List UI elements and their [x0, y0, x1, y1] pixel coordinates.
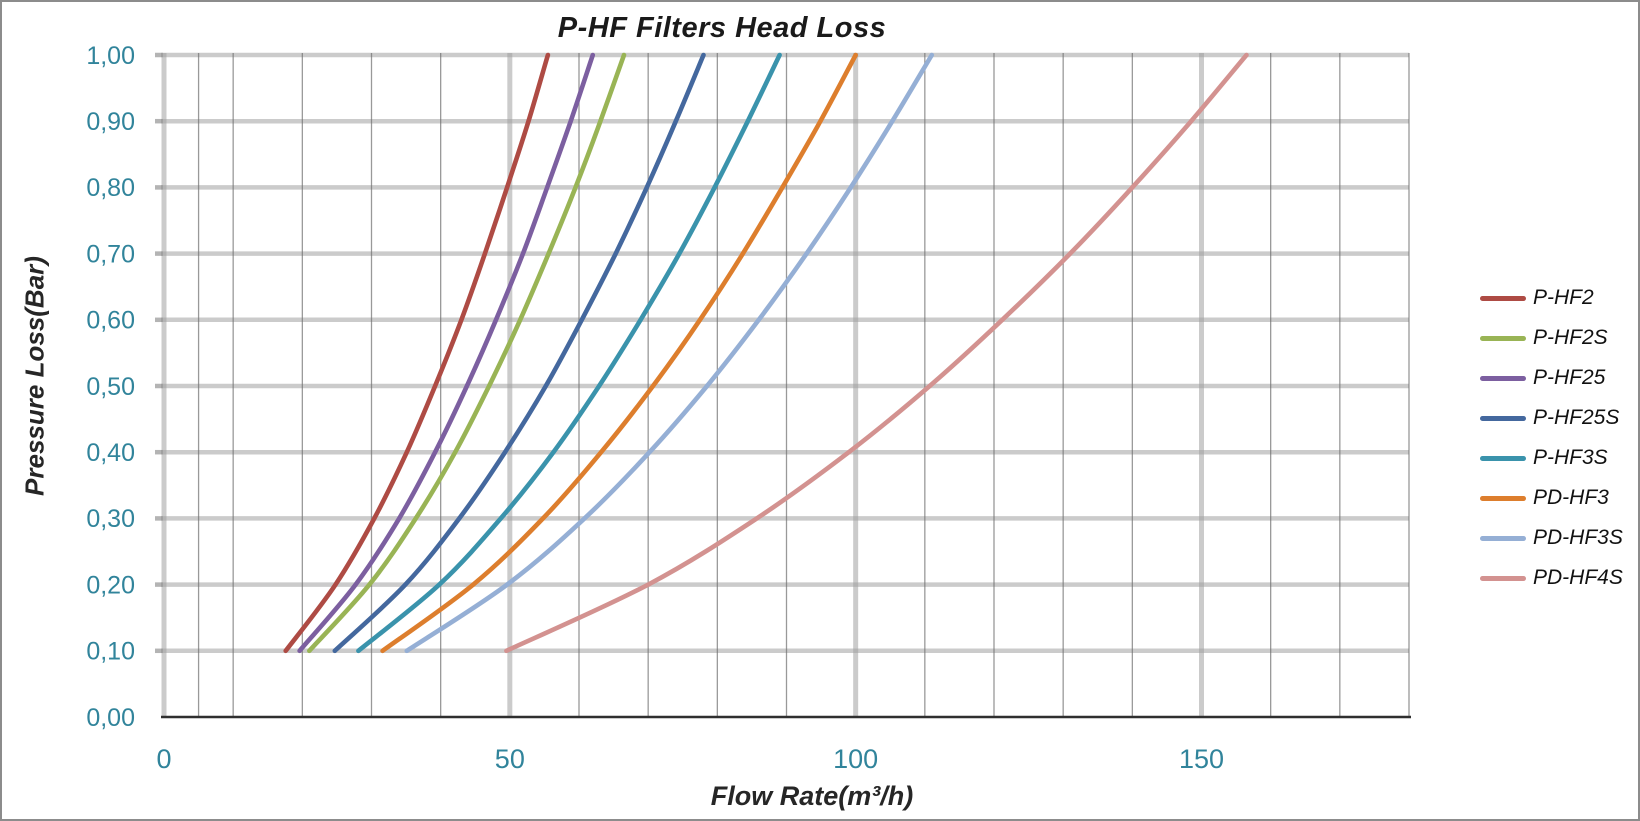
- legend-swatch-P-HF3S: [1480, 455, 1526, 461]
- y-tick-label: 0,50: [86, 373, 135, 401]
- x-tick-label: 150: [1179, 744, 1224, 774]
- y-tick-label: 0,40: [86, 439, 135, 467]
- y-axis-title: Pressure Loss(Bar): [19, 256, 50, 496]
- legend-label-P-HF25S: P-HF25S: [1533, 406, 1620, 429]
- series-line-P-HF2: [283, 52, 551, 654]
- legend-label-PD-HF4S: PD-HF4S: [1533, 566, 1623, 589]
- legend-item-P-HF25: P-HF25: [1480, 358, 1623, 398]
- legend-swatch-PD-HF3: [1480, 495, 1526, 501]
- legend-swatch-P-HF25S: [1480, 415, 1526, 421]
- legend-label-P-HF2: P-HF2: [1533, 286, 1594, 309]
- legend-label-PD-HF3: PD-HF3: [1533, 486, 1609, 509]
- y-tick-label: 1,00: [86, 42, 135, 70]
- series-line-P-HF3S: [356, 52, 782, 654]
- legend-swatch-PD-HF3S: [1480, 535, 1526, 541]
- legend-item-P-HF2S: P-HF2S: [1480, 318, 1623, 358]
- legend-label-PD-HF3S: PD-HF3S: [1533, 526, 1623, 549]
- y-tick-label: 0,60: [86, 307, 135, 335]
- legend-label-P-HF25: P-HF25: [1533, 366, 1606, 389]
- y-tick-label: 0,80: [86, 174, 135, 202]
- legend-item-PD-HF3: PD-HF3: [1480, 478, 1623, 518]
- series-line-P-HF25S: [332, 52, 706, 654]
- y-tick-label: 0,00: [86, 704, 135, 732]
- series-line-PD-HF3S: [404, 52, 935, 654]
- legend-label-P-HF2S: P-HF2S: [1533, 326, 1608, 349]
- legend-item-PD-HF3S: PD-HF3S: [1480, 518, 1623, 558]
- x-tick-label: 0: [156, 744, 171, 774]
- legend-swatch-PD-HF4S: [1480, 575, 1526, 581]
- y-tick-label: 0,70: [86, 240, 135, 268]
- legend: P-HF2 P-HF2S P-HF25 P-HF25S P-HF3S PD-HF3 PD-H…: [1480, 278, 1623, 598]
- legend-swatch-P-HF2: [1480, 295, 1526, 301]
- series-line-P-HF2S: [307, 52, 627, 654]
- y-tick-label: 0,30: [86, 505, 135, 533]
- x-axis-title: Flow Rate(m³/h): [710, 781, 914, 811]
- y-tick-label: 0,10: [86, 638, 135, 666]
- legend-item-P-HF3S: P-HF3S: [1480, 438, 1623, 478]
- series-line-PD-HF4S: [504, 52, 1249, 654]
- y-tick-label: 0,90: [86, 108, 135, 136]
- legend-item-P-HF2: P-HF2: [1480, 278, 1623, 318]
- legend-label-P-HF3S: P-HF3S: [1533, 446, 1608, 469]
- legend-swatch-P-HF25: [1480, 375, 1526, 381]
- legend-item-P-HF25S: P-HF25S: [1480, 398, 1623, 438]
- legend-item-PD-HF4S: PD-HF4S: [1480, 558, 1623, 598]
- y-tick-label: 0,20: [86, 571, 135, 599]
- chart-title: P-HF Filters Head Loss: [557, 12, 887, 44]
- series-line-P-HF25: [297, 52, 596, 654]
- legend-swatch-P-HF2S: [1480, 335, 1526, 341]
- x-tick-label: 100: [833, 744, 878, 774]
- x-tick-label: 50: [495, 744, 525, 774]
- series-line-PD-HF3: [380, 52, 858, 654]
